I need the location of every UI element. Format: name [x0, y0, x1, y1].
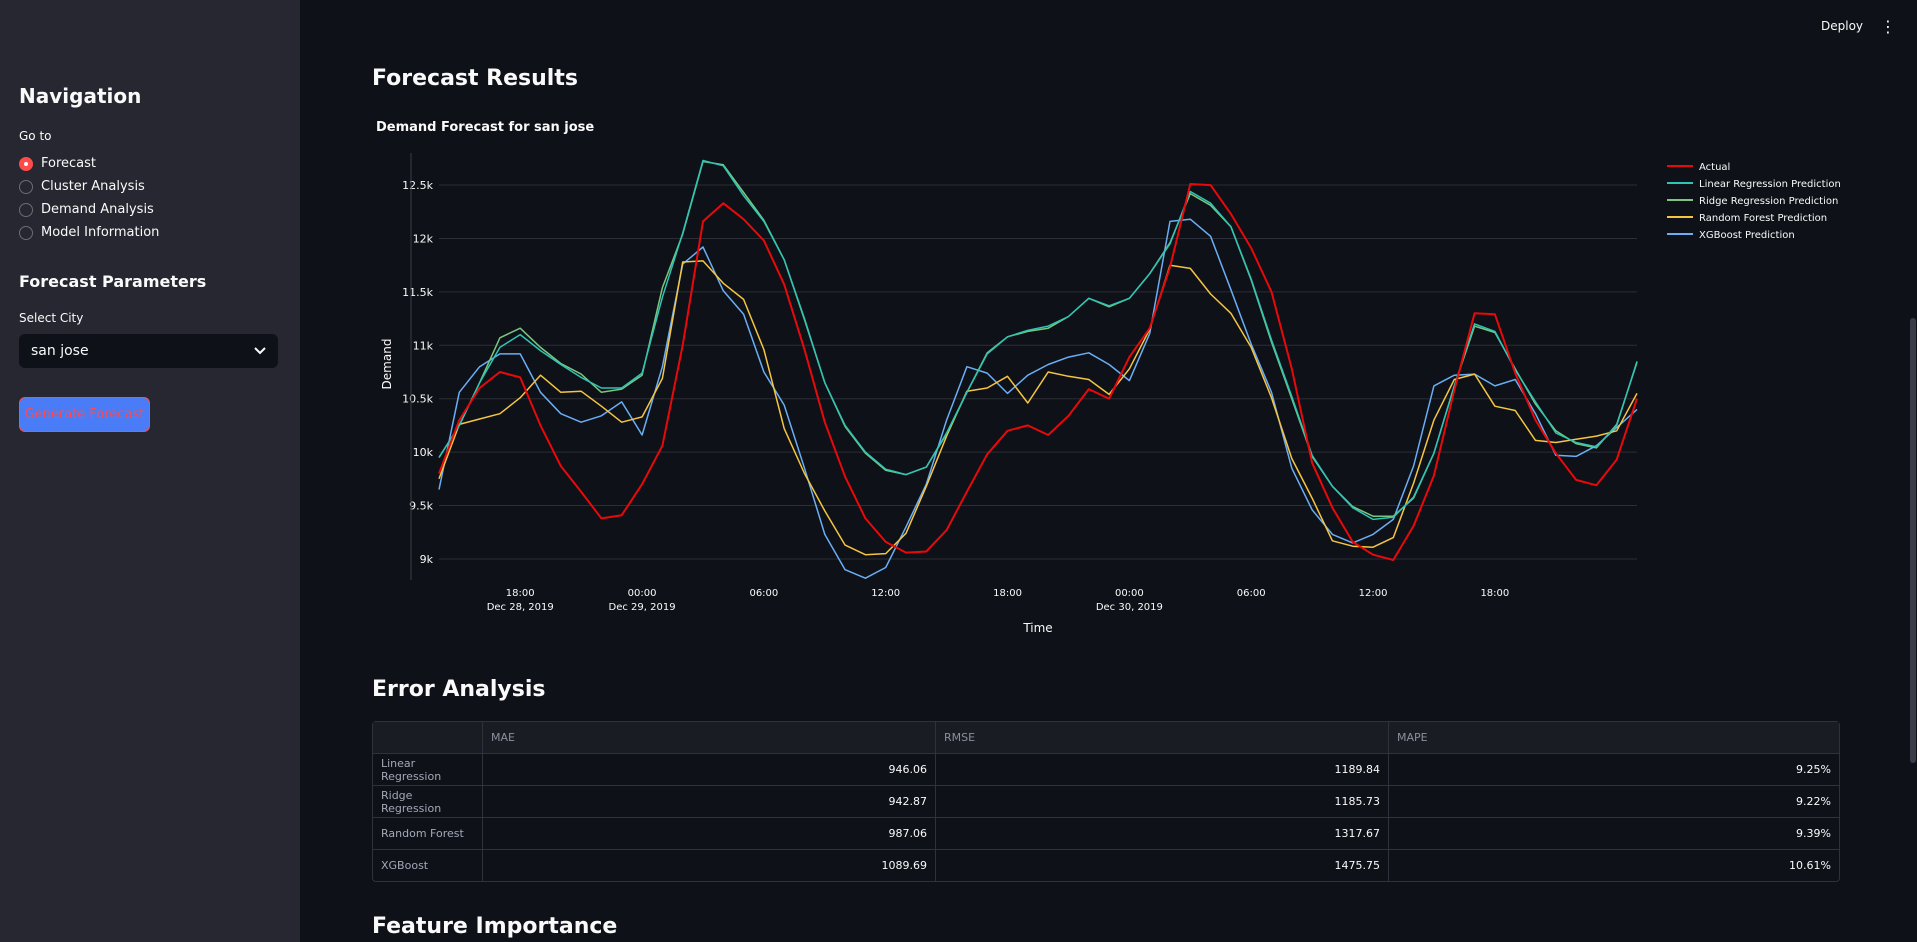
chart-title: Demand Forecast for san jose [376, 120, 595, 135]
rmse-cell: 1475.75 [935, 850, 1388, 881]
x-tick-label: 00:00 [628, 588, 657, 599]
nav-item-model-information[interactable]: Model Information [19, 221, 159, 244]
error-analysis-table: MAE RMSE MAPE Linear Regression 946.06 1… [372, 721, 1840, 882]
table-row: Linear Regression 946.06 1189.84 9.25% [373, 753, 1839, 785]
radio-unselected-icon[interactable] [19, 202, 33, 217]
mape-cell: 9.22% [1388, 786, 1839, 817]
table-header-row: MAE RMSE MAPE [373, 722, 1839, 753]
nav-item-demand-analysis[interactable]: Demand Analysis [19, 198, 159, 221]
sidebar-title: Navigation [19, 84, 142, 108]
x-tick-date-label: Dec 28, 2019 [487, 602, 554, 613]
forecast-parameters-title: Forecast Parameters [19, 272, 207, 291]
city-select-value: san jose [31, 343, 89, 359]
page-scrollbar[interactable] [1909, 0, 1917, 942]
x-tick-label: 00:00 [1115, 588, 1144, 599]
nav-item-forecast[interactable]: Forecast [19, 152, 159, 175]
series-line [438, 159, 1638, 521]
error-analysis-title: Error Analysis [372, 677, 546, 702]
x-tick-date-label: Dec 30, 2019 [1096, 602, 1163, 613]
mape-cell: 9.39% [1388, 818, 1839, 849]
table-header-cell[interactable]: MAPE [1388, 722, 1839, 753]
radio-selected-icon[interactable] [19, 156, 33, 171]
sidebar: Navigation Go to Forecast Cluster Analys… [0, 0, 300, 942]
radio-unselected-icon[interactable] [19, 179, 33, 194]
feature-importance-title: Feature Importance [372, 914, 618, 939]
y-tick-label: 11k [413, 339, 434, 352]
mape-cell: 9.25% [1388, 754, 1839, 785]
nav-item-label: Forecast [41, 156, 97, 171]
y-tick-label: 10.5k [402, 393, 433, 406]
x-tick-label: 12:00 [871, 588, 900, 599]
series-line [438, 260, 1638, 556]
select-city-label: Select City [19, 311, 84, 325]
y-tick-label: 11.5k [402, 286, 433, 299]
x-tick-date-label: Dec 29, 2019 [609, 602, 676, 613]
nav-item-cluster-analysis[interactable]: Cluster Analysis [19, 175, 159, 198]
city-select[interactable]: san jose [19, 334, 278, 368]
x-tick-label: 06:00 [1237, 588, 1266, 599]
scrollbar-thumb[interactable] [1910, 318, 1916, 763]
legend-entry: Ridge Regression Prediction [1699, 196, 1838, 207]
table-row: Random Forest 987.06 1317.67 9.39% [373, 817, 1839, 849]
mae-cell: 942.87 [482, 786, 935, 817]
mae-cell: 987.06 [482, 818, 935, 849]
legend-entry: XGBoost Prediction [1699, 230, 1795, 241]
rmse-cell: 1189.84 [935, 754, 1388, 785]
rmse-cell: 1317.67 [935, 818, 1388, 849]
forecast-results-title: Forecast Results [372, 66, 578, 91]
demand-forecast-chart: 9k 9.5k 10k 10.5k 11k 11.5k 12k 12.5k 18:00 Dec 2… [380, 153, 1841, 635]
deploy-button[interactable]: Deploy [1821, 19, 1864, 33]
y-tick-label: 9k [420, 553, 434, 566]
table-row: Ridge Regression 942.87 1185.73 9.22% [373, 785, 1839, 817]
generate-forecast-button[interactable]: Generate Forecast [19, 397, 150, 432]
series-line [438, 160, 1638, 517]
goto-label: Go to [19, 129, 52, 143]
mae-cell: 946.06 [482, 754, 935, 785]
series-line [438, 183, 1638, 561]
x-tick-label: 06:00 [749, 588, 778, 599]
y-axis-title: Demand [380, 339, 394, 390]
x-tick-label: 12:00 [1359, 588, 1388, 599]
row-model-cell: Linear Regression [381, 756, 442, 783]
mape-cell: 10.61% [1388, 850, 1839, 881]
nav-item-label: Model Information [41, 225, 160, 240]
row-model-cell: XGBoost [381, 859, 429, 872]
row-model-cell: Random Forest [381, 827, 464, 840]
rmse-cell: 1185.73 [935, 786, 1388, 817]
table-header-cell [373, 722, 482, 753]
table-row: XGBoost 1089.69 1475.75 10.61% [373, 849, 1839, 881]
x-tick-label: 18:00 [506, 588, 535, 599]
y-tick-label: 9.5k [409, 500, 433, 513]
series-line [438, 218, 1638, 579]
x-tick-label: 18:00 [993, 588, 1022, 599]
chevron-down-icon [254, 347, 266, 355]
y-tick-label: 10k [413, 446, 434, 459]
x-tick-label: 18:00 [1480, 588, 1509, 599]
x-axis-title: Time [1022, 621, 1052, 635]
legend-entry: Random Forest Prediction [1699, 213, 1827, 224]
table-header-cell[interactable]: MAE [482, 722, 935, 753]
radio-unselected-icon[interactable] [19, 225, 33, 240]
y-tick-label: 12.5k [402, 179, 433, 192]
legend-entry: Linear Regression Prediction [1699, 179, 1841, 190]
table-header-cell[interactable]: RMSE [935, 722, 1388, 753]
y-tick-label: 12k [413, 232, 434, 245]
row-model-cell: Ridge Regression [381, 788, 442, 815]
nav-item-label: Demand Analysis [41, 202, 154, 217]
nav-item-label: Cluster Analysis [41, 179, 145, 194]
legend-entry: Actual [1699, 162, 1730, 173]
kebab-menu-icon[interactable]: ⋮ [1880, 17, 1896, 36]
mae-cell: 1089.69 [482, 850, 935, 881]
nav-radio-group: Forecast Cluster Analysis Demand Analysi… [19, 152, 159, 244]
